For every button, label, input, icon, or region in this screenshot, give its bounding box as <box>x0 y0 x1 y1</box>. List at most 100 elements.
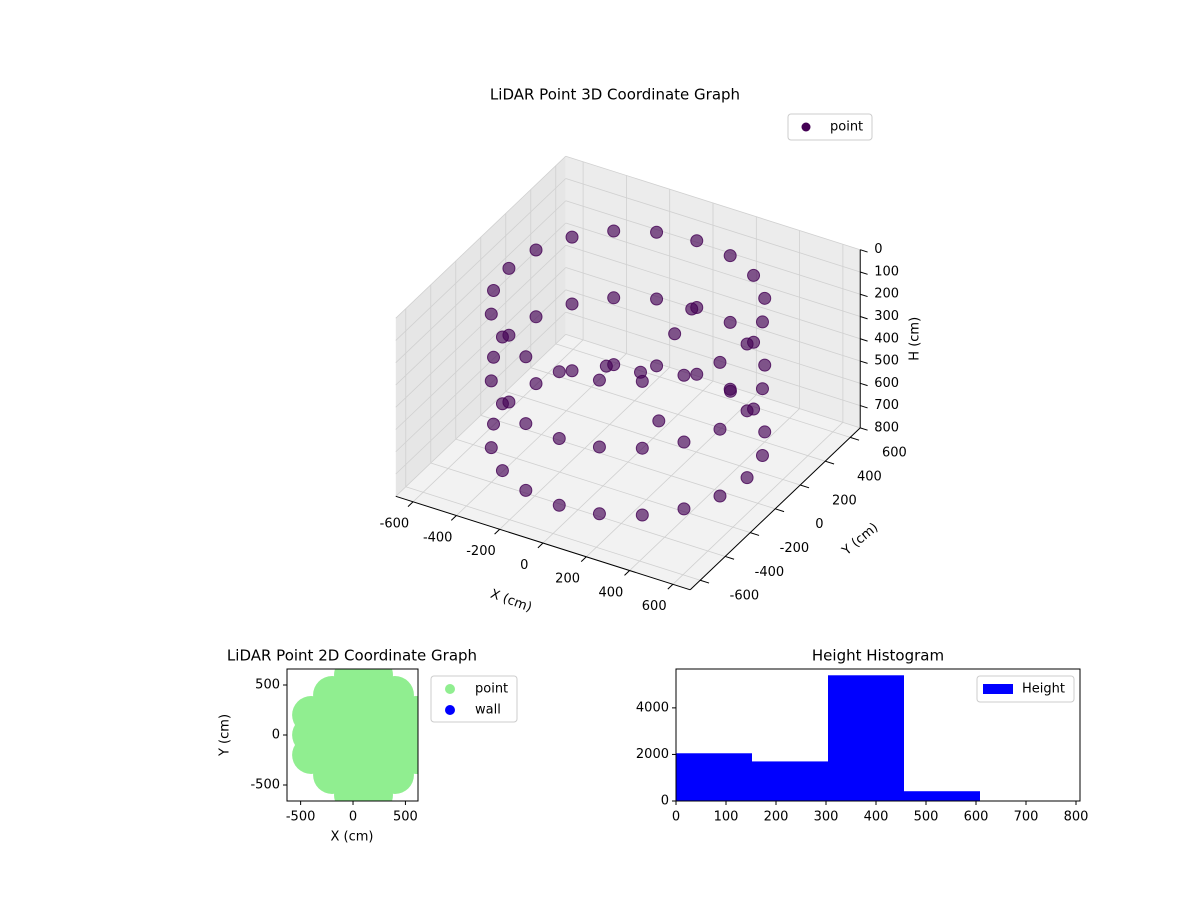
x-tick-label: -500 <box>286 810 316 825</box>
point <box>678 369 690 381</box>
point <box>553 432 565 444</box>
tick-mark <box>495 529 500 534</box>
y-tick-label: 0 <box>815 517 823 532</box>
y-tick-label: 0 <box>272 728 280 743</box>
legend-label: point <box>830 120 863 135</box>
y-tick-label: -200 <box>780 541 810 556</box>
legend-marker <box>802 123 811 132</box>
y-axis-label: Y (cm) <box>218 714 233 757</box>
point <box>724 385 736 397</box>
point <box>488 418 500 430</box>
point <box>530 378 542 390</box>
point <box>741 472 753 484</box>
point <box>756 316 768 328</box>
y-tick-label: -600 <box>730 589 760 604</box>
point <box>496 331 508 343</box>
z-tick-label: 700 <box>874 398 899 413</box>
x-tick-label: 200 <box>555 572 580 587</box>
legend-label: Height <box>1022 682 1065 697</box>
point <box>714 490 726 502</box>
point <box>566 231 578 243</box>
x-tick-label: -600 <box>380 517 410 532</box>
bar <box>676 753 752 801</box>
z-tick-label: 800 <box>874 420 899 435</box>
y-tick-label: 2000 <box>636 747 669 762</box>
point <box>759 292 771 304</box>
x-tick-label: 400 <box>864 810 889 825</box>
point <box>608 225 620 237</box>
point <box>520 351 532 363</box>
legend-marker <box>445 705 455 715</box>
point <box>485 375 497 387</box>
tick-mark <box>860 339 867 341</box>
point <box>488 351 500 363</box>
z-tick-label: 0 <box>874 242 882 257</box>
point <box>636 442 648 454</box>
point <box>636 375 648 387</box>
point <box>691 235 703 247</box>
y-tick-label: -500 <box>250 778 280 793</box>
tick-mark <box>860 317 867 319</box>
y-tick-label: 200 <box>832 493 857 508</box>
x-tick-label: 300 <box>814 810 839 825</box>
point <box>488 284 500 296</box>
point <box>756 450 768 462</box>
tick-mark <box>700 580 709 583</box>
point <box>566 365 578 377</box>
chart-title: LiDAR Point 3D Coordinate Graph <box>490 86 740 104</box>
tick-mark <box>860 361 867 363</box>
point <box>714 423 726 435</box>
point <box>485 308 497 320</box>
point <box>496 465 508 477</box>
z-tick-label: 100 <box>874 264 899 279</box>
x-axis-label: X (cm) <box>488 587 534 616</box>
legend-label: wall <box>475 703 501 718</box>
point <box>485 442 497 454</box>
tick-mark <box>860 428 867 430</box>
point <box>530 244 542 256</box>
point <box>748 269 760 281</box>
point <box>593 441 605 453</box>
point <box>714 356 726 368</box>
point <box>636 509 648 521</box>
z-tick-label: 300 <box>874 309 899 324</box>
point <box>724 250 736 262</box>
x-axis-label: X (cm) <box>331 830 374 845</box>
point <box>741 338 753 350</box>
x-tick-label: 400 <box>598 585 623 600</box>
legend-marker <box>445 684 455 694</box>
point <box>553 499 565 511</box>
z-tick-label: 600 <box>874 376 899 391</box>
legend-label: point <box>475 682 508 697</box>
tick-mark <box>860 250 867 252</box>
point <box>651 293 663 305</box>
tick-mark <box>860 272 867 274</box>
x-tick-label: 500 <box>914 810 939 825</box>
tick-mark <box>668 584 673 589</box>
point <box>651 226 663 238</box>
point <box>397 696 435 734</box>
point <box>678 503 690 515</box>
tick-mark <box>581 557 586 562</box>
point <box>530 311 542 323</box>
y-tick-label: 400 <box>857 469 882 484</box>
tick-mark <box>538 543 543 548</box>
point <box>669 328 681 340</box>
tick-mark <box>860 383 867 385</box>
y-tick-label: 0 <box>661 794 669 809</box>
point <box>756 383 768 395</box>
point <box>686 303 698 315</box>
point <box>593 508 605 520</box>
tick-mark <box>750 533 759 536</box>
x-tick-label: 800 <box>1064 810 1089 825</box>
point <box>678 436 690 448</box>
point <box>741 405 753 417</box>
point <box>600 360 612 372</box>
chart-title: Height Histogram <box>812 647 944 665</box>
x-tick-label: 500 <box>393 810 418 825</box>
legend-swatch <box>983 684 1013 694</box>
y-tick-label: 500 <box>255 678 280 693</box>
point <box>691 368 703 380</box>
x-tick-label: 100 <box>714 810 739 825</box>
